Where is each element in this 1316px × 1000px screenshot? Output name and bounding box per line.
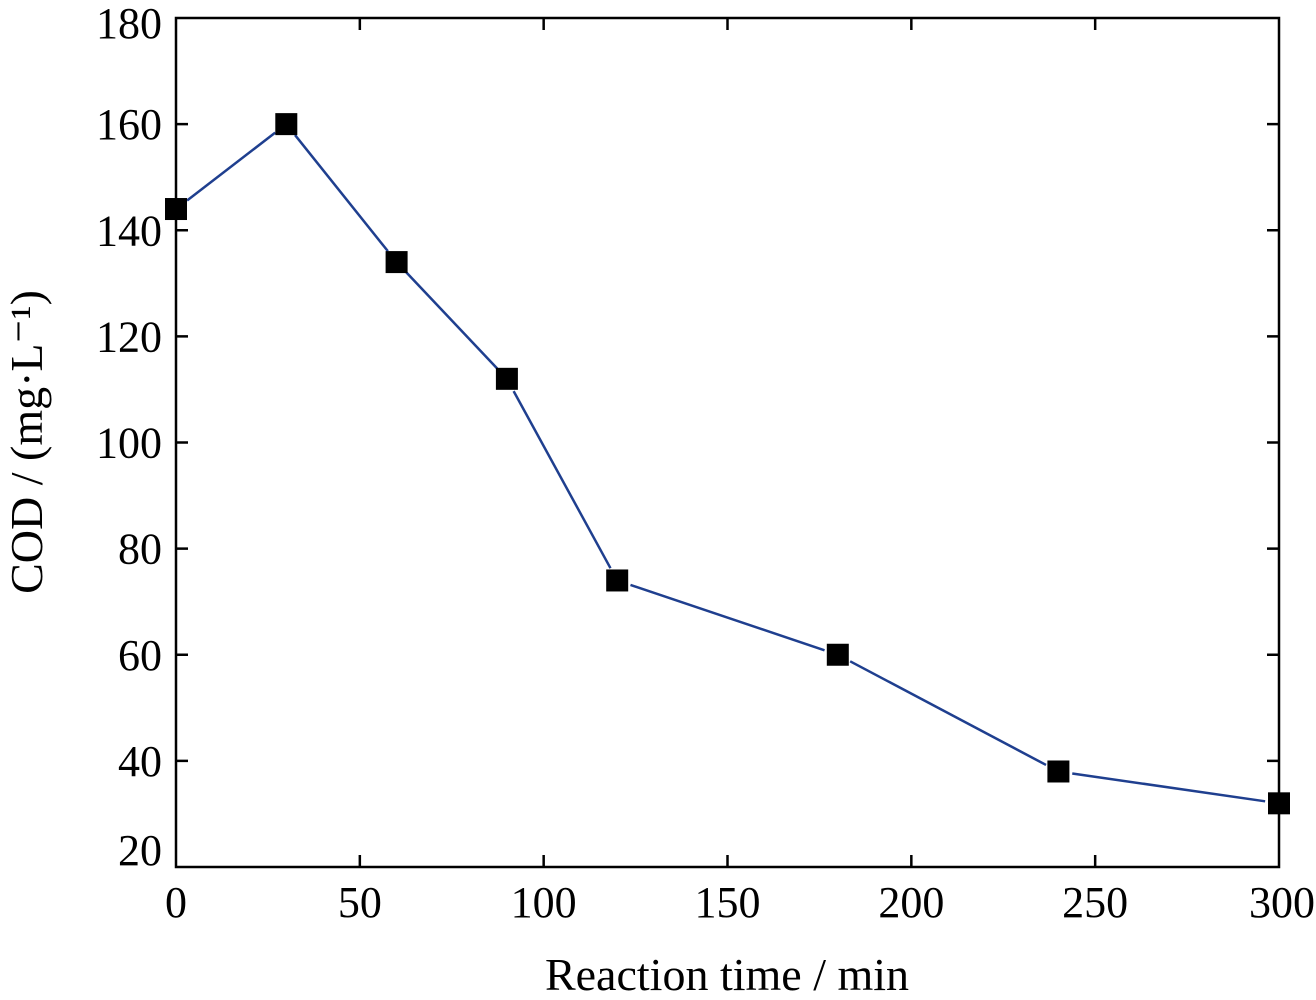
y-tick-label: 20 [118,826,162,875]
series-line-segment [186,131,276,202]
x-tick-label: 50 [338,878,382,927]
series-line-segment [1072,772,1266,803]
x-axis-title: Reaction time / min [545,949,909,1000]
series-line-segment [630,583,825,652]
y-tick-label: 140 [96,206,162,255]
data-point-marker [1268,792,1290,815]
data-point-marker [165,198,187,221]
y-tick-label: 60 [118,631,162,680]
y-tick-label: 80 [118,525,162,574]
series-line-segment [849,660,1047,767]
series-layer [165,113,1290,815]
plot-frame [174,16,1281,869]
x-tick-label: 250 [1062,878,1128,927]
series-line-segment [294,134,389,252]
data-point-marker [385,251,408,274]
x-tick-label: 200 [878,878,944,927]
data-point-marker [826,643,849,666]
series-line-segment [512,390,612,569]
x-axis-ticks: 0 50 100 150 200 250 300 [165,18,1315,927]
x-tick-label: 300 [1249,878,1315,927]
x-tick-label: 0 [165,878,187,927]
y-tick-label: 180 [96,0,162,48]
y-tick-label: 120 [96,312,162,361]
x-tick-label: 150 [695,878,761,927]
series-line-segment [405,271,499,370]
data-point-marker [495,367,518,390]
y-tick-label: 160 [96,100,162,149]
y-tick-label: 40 [118,737,162,786]
y-axis-title: COD / (mg·L⁻¹) [1,290,52,594]
data-point-marker [606,569,629,592]
data-point-marker [1047,760,1070,783]
x-tick-label: 100 [511,878,577,927]
y-tick-label: 100 [96,419,162,468]
y-axis-ticks: 20 40 60 80 100 120 140 160 180 [96,0,1279,875]
data-point-marker [275,113,298,136]
